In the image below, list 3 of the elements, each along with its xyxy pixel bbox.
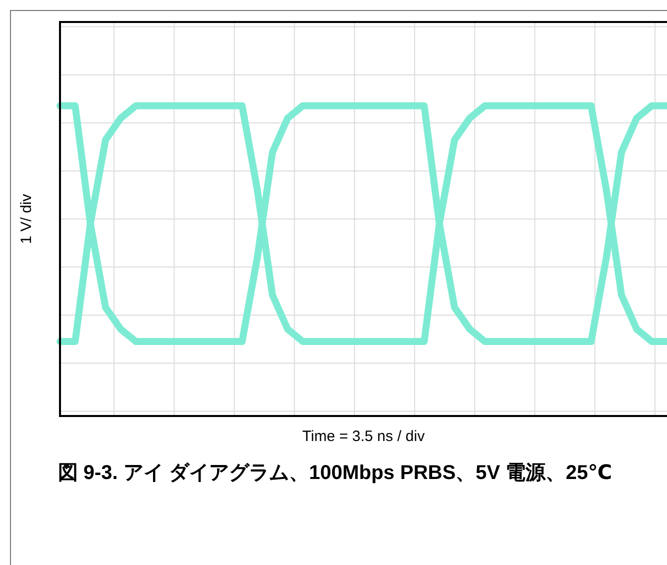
x-axis-title: Time = 3.5 ns / div: [302, 428, 426, 446]
text: 図 9-3. アイ ダイアグラム、100Mbps PRBS、5V 電源、25℃: [56, 461, 614, 486]
y-axis-title: 1 V/ div: [18, 193, 36, 244]
